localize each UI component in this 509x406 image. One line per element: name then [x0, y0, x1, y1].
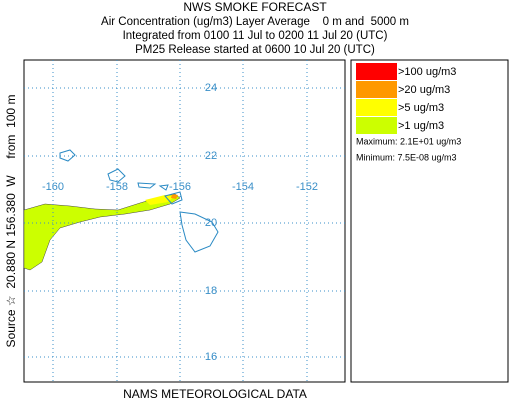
legend: >100 ug/m3 >20 ug/m3 >5 ug/m3 >1 ug/m3 Maxim… — [350, 59, 509, 383]
latitude-label: 16 — [205, 351, 217, 363]
legend-label: >5 ug/m3 — [398, 102, 444, 114]
subtitle: Air Concentration (ug/m3) Layer Average … — [101, 16, 409, 28]
title: NWS SMOKE FORECAST — [183, 0, 327, 14]
map: 24 22 20 18 16 -160 -158 -156 -154 -152 — [23, 59, 346, 383]
smoke-plume-peak — [171, 194, 178, 199]
island — [107, 168, 126, 183]
latitude-label: 22 — [205, 150, 217, 162]
longitude-label: -158 — [106, 181, 128, 193]
smoke-plume — [23, 193, 181, 271]
legend-label: >100 ug/m3 — [398, 66, 456, 78]
latitude-label: 18 — [205, 285, 217, 297]
longitude-label: -152 — [296, 181, 318, 193]
legend-swatch — [356, 81, 397, 98]
legend-label: >20 ug/m3 — [398, 84, 450, 96]
legend-swatch — [356, 99, 397, 116]
island — [158, 184, 169, 191]
subtitle: Integrated from 0100 11 Jul to 0200 11 J… — [123, 30, 388, 42]
smoke-plume-core — [145, 195, 175, 205]
longitude-label: -160 — [42, 181, 64, 193]
latitude-label: 24 — [205, 82, 217, 94]
island — [164, 191, 183, 205]
longitude-label: -156 — [169, 181, 191, 193]
legend-swatch — [356, 63, 397, 80]
latitude-label: 20 — [205, 217, 217, 229]
legend-label: >1 ug/m3 — [398, 120, 444, 132]
legend-minimum: Minimum: 7.5E-08 ug/m3 — [356, 152, 457, 162]
longitude-label: -154 — [232, 181, 254, 193]
island — [59, 149, 76, 162]
source-label: Source ☆ 20.880 N 156.380 W from 100 m — [4, 95, 18, 348]
legend-maximum: Maximum: 2.1E+01 ug/m3 — [356, 136, 461, 146]
subtitle: PM25 Release started at 0600 10 Jul 20 (… — [135, 44, 375, 56]
legend-swatch — [356, 117, 397, 134]
island — [137, 182, 157, 189]
island — [179, 211, 219, 253]
footer: NAMS METEOROLOGICAL DATA — [123, 387, 307, 401]
